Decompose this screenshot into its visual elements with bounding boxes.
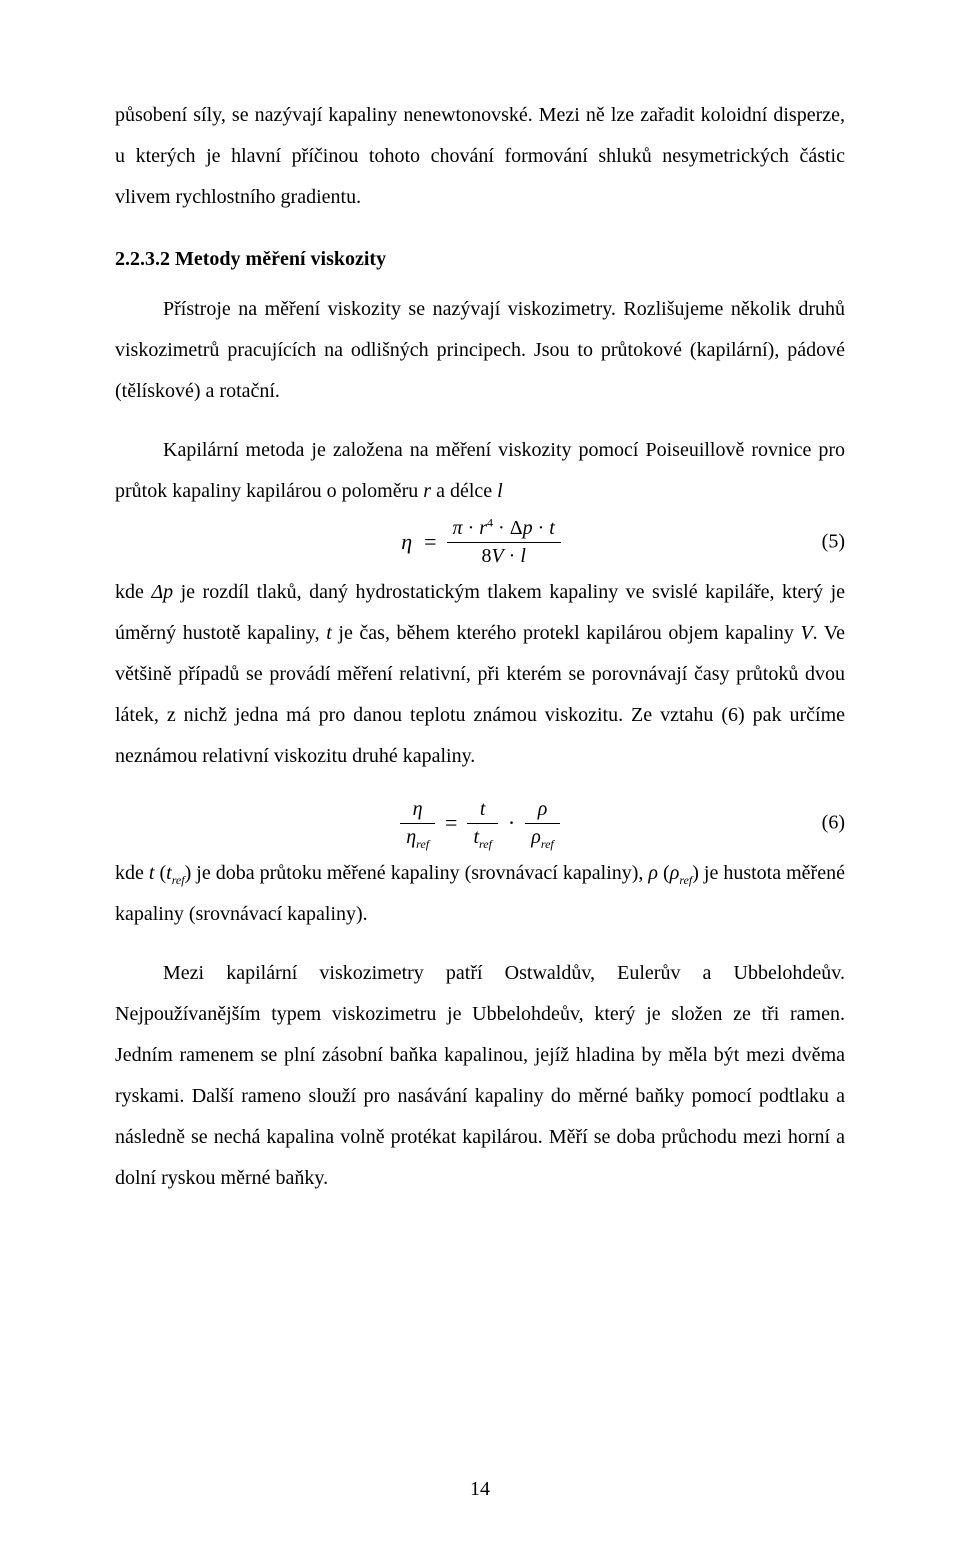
equation-5-number: (5)	[822, 531, 845, 554]
paragraph-6: Mezi kapilární viskozimetry patří Ostwal…	[115, 953, 845, 1199]
l: l	[520, 545, 526, 567]
fraction-rhs: ρ ρref	[525, 798, 560, 849]
page: působení síly, se nazývají kapaliny nene…	[0, 0, 960, 1556]
equation-5-body: η = π · r4 · Δp · t 8V · l	[115, 514, 845, 570]
text: a délce	[431, 480, 497, 502]
p: p	[523, 517, 533, 539]
eight: 8	[481, 545, 491, 567]
eta: η	[395, 529, 418, 555]
var-dp: Δp	[151, 581, 173, 603]
equation-6: η ηref = t tref · ρ ρref (6)	[115, 795, 845, 851]
V: V	[491, 545, 503, 567]
denominator: ρref	[525, 824, 560, 849]
numerator: ρ	[525, 798, 560, 824]
sub-ref: ref	[416, 837, 429, 851]
rho: ρ	[538, 798, 548, 820]
fraction-lhs: η ηref	[400, 798, 435, 849]
var-r: r	[423, 480, 431, 502]
paragraph-2: Přístroje na měření viskozity se nazývaj…	[115, 289, 845, 412]
var-rhoref: ρ	[670, 862, 680, 884]
text: je čas, během kterého protekl kapilárou …	[332, 622, 801, 644]
text: (	[154, 862, 166, 884]
dot: ·	[502, 810, 521, 836]
t: t	[549, 517, 555, 539]
pi: π	[453, 517, 463, 539]
text: kde	[115, 581, 151, 603]
var-V: V	[800, 622, 812, 644]
eta: η	[406, 826, 416, 848]
text: ) je doba průtoku měřené kapaliny (srovn…	[185, 862, 649, 884]
dot: ·	[504, 545, 521, 567]
fraction-mid: t tref	[467, 798, 497, 849]
var-rho: ρ	[648, 862, 658, 884]
dot: ·	[533, 517, 550, 539]
sub-ref: ref	[679, 873, 692, 887]
sub-ref: ref	[172, 873, 185, 887]
sub-ref: ref	[479, 837, 492, 851]
rho: ρ	[531, 826, 541, 848]
equation-5: η = π · r4 · Δp · t 8V · l (5)	[115, 514, 845, 570]
heading-methods: 2.2.3.2 Metody měření viskozity	[115, 248, 845, 271]
dot: ·	[463, 517, 480, 539]
numerator: η	[400, 798, 435, 824]
paragraph-1: působení síly, se nazývají kapaliny nene…	[115, 95, 845, 218]
denominator: ηref	[400, 824, 435, 849]
dot: · Δ	[493, 517, 523, 539]
paragraph-4: kde Δp je rozdíl tlaků, daný hydrostatic…	[115, 572, 845, 777]
denominator: 8V · l	[447, 543, 561, 568]
text: (	[658, 862, 670, 884]
fraction: π · r4 · Δp · t 8V · l	[447, 517, 561, 568]
r: r	[479, 517, 487, 539]
text: kde	[115, 862, 149, 884]
numerator: t	[467, 798, 497, 824]
paragraph-3: Kapilární metoda je založena na měření v…	[115, 430, 845, 512]
sub-ref: ref	[541, 837, 554, 851]
equation-6-number: (6)	[822, 812, 845, 835]
equation-6-body: η ηref = t tref · ρ ρref	[115, 795, 845, 851]
equals: =	[418, 529, 442, 555]
paragraph-5: kde t (tref) je doba průtoku měřené kapa…	[115, 853, 845, 935]
t: t	[480, 798, 486, 820]
numerator: π · r4 · Δp · t	[447, 517, 561, 543]
denominator: tref	[467, 824, 497, 849]
equals: =	[439, 810, 463, 836]
page-number: 14	[0, 1478, 960, 1501]
eta: η	[413, 798, 423, 820]
var-l: l	[497, 480, 503, 502]
